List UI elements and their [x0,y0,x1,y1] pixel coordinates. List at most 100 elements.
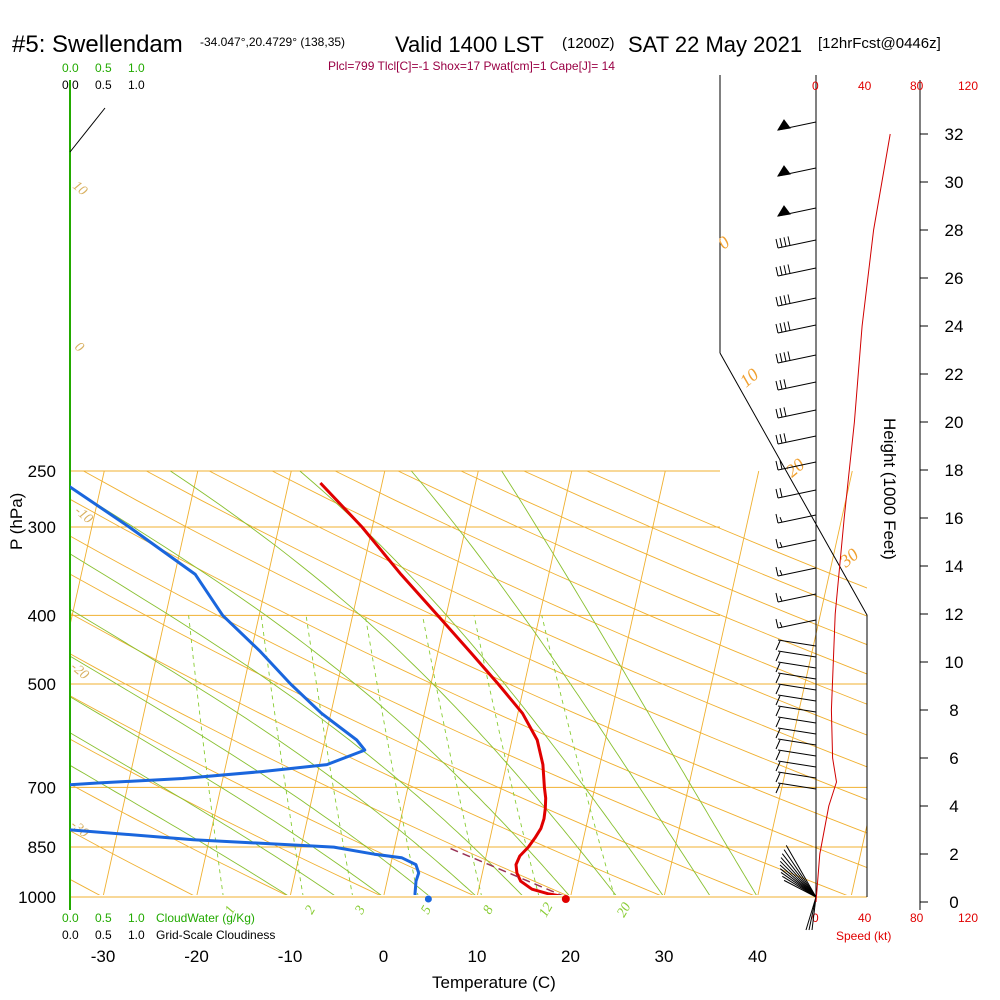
isotherm-labels: 10 0 -10 -20 -30 [67,179,95,841]
height-tick-label: 0 [949,893,958,912]
cloud-scale-top: 0.0 0.5 1.0 0.0 0.5 1.0 [62,61,145,92]
temperature-tick-labels: -30 -20 -10 0 10 20 30 40 [91,947,767,966]
wind-speed-profile [815,133,891,903]
parcel-line [446,846,563,895]
wind-speed-line [815,133,891,903]
wind-barb [781,853,817,898]
svg-text:0.5: 0.5 [95,911,112,925]
wind-barb [775,694,817,706]
dry-adiabat [70,535,848,895]
mixing-ratio-lines [70,470,757,895]
wind-barb [777,165,817,177]
sounding-series [70,481,564,895]
x-tick-label: -20 [184,947,209,966]
svg-text:120: 120 [958,79,978,93]
svg-text:5: 5 [418,903,434,917]
wind-barb [775,407,817,419]
svg-text:0.0: 0.0 [62,928,79,942]
p-tick-label: 300 [28,518,56,537]
cloudiness-label: Grid-Scale Cloudiness [156,928,275,942]
wind-barb [775,661,817,673]
wind-barb [775,672,817,684]
wind-barb [775,294,817,307]
dewpoint-line [70,485,421,895]
dry-adiabat [397,470,867,675]
height-tick-label: 16 [945,509,964,528]
svg-text:8: 8 [480,903,496,917]
p-tick-label: 1000 [18,888,56,907]
dry-adiabat [70,830,194,895]
svg-text:2: 2 [302,903,318,917]
svg-text:120: 120 [958,911,978,925]
height-tick-label: 26 [945,269,964,288]
mixing-ratio-line [541,615,615,895]
wind-barb [775,760,817,772]
svg-text:3: 3 [352,903,369,917]
height-tick-label: 14 [945,557,964,576]
height-tick-label: 24 [945,317,964,336]
wind-barb [775,433,817,445]
dry-adiabat [70,653,568,895]
mixing-ratio-line [364,615,419,895]
utc-time: (1200Z) [562,35,615,52]
x-tick-label: 10 [468,947,487,966]
y-axis-label: P (hPa) [7,493,26,550]
svg-text:0.0: 0.0 [62,911,79,925]
svg-text:1.0: 1.0 [128,928,145,942]
wind-barb [775,566,817,577]
wind-barb [783,849,817,898]
height-tick-label: 28 [945,221,964,240]
wind-barb [777,119,817,131]
wind-barb [775,379,817,391]
pressure-tick-labels: 250 300 400 500 700 850 1000 [18,462,56,907]
p-tick-label: 250 [28,462,56,481]
wind-barb [811,896,817,931]
height-tick-label: 32 [945,125,964,144]
wind-barb [775,460,817,471]
svg-text:10: 10 [69,179,89,199]
svg-text:0: 0 [812,911,819,925]
forecast-date: SAT 22 May 2021 [628,32,802,57]
forecast-run: [12hrFcst@0446z] [818,35,941,52]
wind-barb [775,513,817,524]
mixing-ratio-labels: 1 2 3 5 8 12 20 [222,900,634,920]
svg-text:40: 40 [858,79,872,93]
speed-axis-label: Speed (kt) [836,929,891,943]
stability-indices: Plcl=799 Tlcl[C]=-1 Shox=17 Pwat[cm]=1 C… [328,59,615,73]
height-tick-label: 22 [945,365,964,384]
adiabat-lines [70,470,867,895]
cloudwater-label: CloudWater (g/Kg) [156,911,255,925]
wind-barb [775,650,817,662]
isotherm [945,471,1000,897]
station-title: #5: Swellendam [12,31,183,58]
moist-adiabat [411,470,710,895]
svg-text:0.5: 0.5 [95,61,112,75]
height-tick-label: 2 [949,845,958,864]
wind-barb [775,738,817,750]
height-tick-label: 6 [949,749,958,768]
dry-adiabat [460,470,867,646]
x-tick-label: 30 [655,947,674,966]
x-axis-label: Temperature (C) [432,973,556,992]
svg-text:0: 0 [714,232,734,253]
wind-barb [777,205,817,217]
wind-barb [775,592,817,603]
wind-barb [775,321,817,334]
moist-adiabat [70,608,476,895]
wind-barb [775,782,817,794]
wind-barb [775,264,817,277]
svg-text:0: 0 [71,340,86,356]
temperature-line [319,481,564,895]
surface-dewpoint-dot [424,895,432,903]
dry-adiabat [70,573,754,895]
wind-barbs [775,119,817,931]
svg-text:80: 80 [910,911,924,925]
dry-adiabat [146,470,867,800]
p-tick-label: 500 [28,675,56,694]
surface-temperature-dot [561,895,570,903]
svg-text:0.0: 0.0 [62,61,79,75]
svg-text:0: 0 [812,79,819,93]
wind-barb [775,705,817,717]
wind-barb [785,845,817,898]
